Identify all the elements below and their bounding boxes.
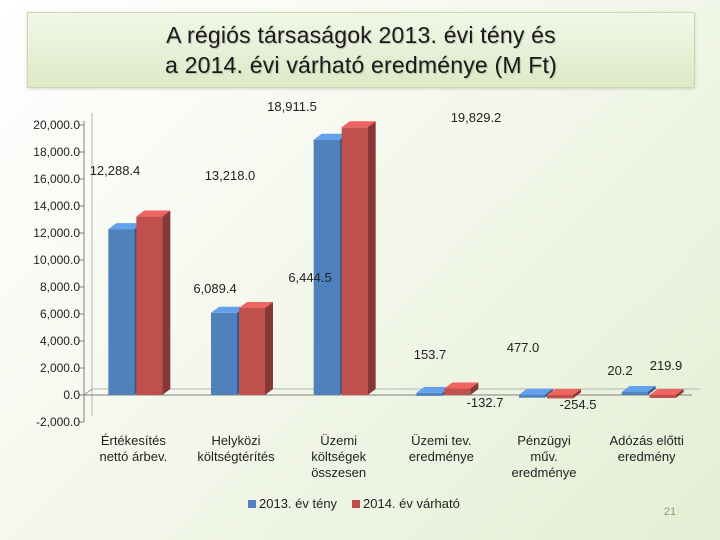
category-label: költségtérítés bbox=[197, 449, 275, 464]
y-tick-label: 10,000.0 bbox=[33, 253, 80, 267]
y-tick-label: 12,000.0 bbox=[33, 226, 80, 240]
data-label: -254.5 bbox=[560, 397, 597, 412]
bar-side bbox=[265, 301, 273, 395]
bar-side bbox=[675, 389, 684, 398]
category-label: összesen bbox=[311, 465, 366, 480]
bar-top bbox=[313, 133, 348, 140]
y-tick-label: 8,000.0 bbox=[40, 280, 80, 294]
data-label: 19,829.2 bbox=[451, 110, 502, 125]
category-label: Üzemi tev. bbox=[411, 433, 471, 448]
data-label: 477.0 bbox=[507, 340, 540, 355]
bar-top bbox=[621, 386, 656, 393]
bar bbox=[108, 223, 143, 395]
bar-front bbox=[239, 307, 265, 395]
bar-top bbox=[649, 389, 684, 395]
data-label: 153.7 bbox=[414, 347, 447, 362]
bar bbox=[136, 210, 171, 395]
bar-side bbox=[237, 306, 245, 395]
bar-front bbox=[416, 392, 443, 396]
data-label: 18,911.5 bbox=[267, 99, 317, 114]
bar bbox=[519, 388, 553, 398]
page-number: 21 bbox=[663, 506, 677, 518]
y-tick-label: -2,000.0 bbox=[36, 415, 80, 429]
legend-swatch-2013 bbox=[248, 500, 256, 508]
data-label: 6,089.4 bbox=[193, 281, 236, 296]
legend-label-2014: 2014. év várható bbox=[363, 496, 460, 511]
category-label: nettó árbev. bbox=[99, 449, 167, 464]
data-label: 6,444.5 bbox=[288, 270, 331, 285]
y-tick-label: 4,000.0 bbox=[40, 334, 80, 348]
category-label: Értékesítés bbox=[101, 433, 167, 448]
data-label: 13,218.0 bbox=[205, 168, 256, 183]
bar bbox=[547, 389, 581, 399]
category-label: eredménye bbox=[409, 449, 474, 464]
bar-top bbox=[239, 301, 273, 308]
bar-side bbox=[442, 386, 451, 396]
y-tick-label: 2,000.0 bbox=[40, 361, 80, 375]
legend-label-2013: 2013. év tény bbox=[259, 496, 338, 511]
floor-depth-line bbox=[83, 388, 93, 396]
y-tick-label: 0.0 bbox=[63, 388, 80, 402]
bar-front bbox=[649, 395, 676, 398]
category-label: Pénzügyi bbox=[517, 433, 571, 448]
chart-title-line-2: a 2014. évi várható eredménye (M Ft) bbox=[165, 52, 557, 78]
bar-top bbox=[108, 223, 143, 230]
bar bbox=[649, 389, 684, 398]
bar-front bbox=[341, 127, 368, 396]
bar-front bbox=[136, 216, 163, 395]
bar-front bbox=[621, 392, 648, 396]
data-label: 12,288.4 bbox=[90, 163, 141, 178]
category-label: Üzemi bbox=[320, 433, 357, 448]
bar-side bbox=[162, 210, 171, 395]
bar-front bbox=[108, 229, 135, 395]
bar-side bbox=[339, 133, 348, 395]
bar-side bbox=[573, 389, 581, 399]
category-label: eredménye bbox=[511, 465, 576, 480]
bar-side bbox=[470, 382, 479, 395]
bar-front bbox=[211, 312, 237, 395]
bar-front bbox=[444, 388, 471, 395]
bar-top bbox=[136, 210, 171, 217]
y-tick-label: 20,000.0 bbox=[33, 118, 80, 132]
bar-top bbox=[211, 306, 245, 313]
y-tick-label: 18,000.0 bbox=[33, 145, 80, 159]
bar bbox=[416, 386, 451, 396]
chart-title-line-1: A régiós társaságok 2013. évi tény és bbox=[166, 22, 556, 48]
category-label: Adózás előtti bbox=[609, 433, 684, 448]
legend-swatch-2014 bbox=[352, 500, 360, 508]
bar bbox=[239, 301, 273, 395]
bar-side bbox=[647, 386, 656, 396]
bar-front bbox=[313, 139, 340, 395]
bar-side bbox=[134, 223, 143, 395]
bar-top bbox=[547, 389, 581, 395]
category-label: műv. bbox=[530, 449, 557, 464]
bar-top bbox=[416, 386, 451, 393]
bar-top bbox=[341, 121, 376, 128]
y-tick-label: 6,000.0 bbox=[40, 307, 80, 321]
bar-front bbox=[547, 395, 573, 399]
bar-top bbox=[519, 388, 553, 395]
category-label: eredmény bbox=[618, 449, 676, 464]
bar bbox=[313, 133, 348, 395]
category-label: költségek bbox=[311, 449, 366, 464]
bar-side bbox=[545, 388, 553, 398]
bar-top bbox=[444, 382, 479, 389]
y-tick-label: 14,000.0 bbox=[33, 199, 80, 213]
bar bbox=[211, 306, 245, 395]
data-label: -132.7 bbox=[467, 395, 504, 410]
data-label: 219.9 bbox=[650, 358, 683, 373]
bar bbox=[621, 386, 656, 396]
bar-side bbox=[367, 121, 376, 396]
title-box: A régiós társaságok 2013. évi tény és a … bbox=[27, 12, 695, 88]
category-label: Helyközi bbox=[211, 433, 260, 448]
y-tick-label: 16,000.0 bbox=[33, 172, 80, 186]
bar-front bbox=[519, 394, 545, 398]
data-label: 20.2 bbox=[607, 363, 632, 378]
bar bbox=[341, 121, 376, 396]
bar bbox=[444, 382, 479, 395]
